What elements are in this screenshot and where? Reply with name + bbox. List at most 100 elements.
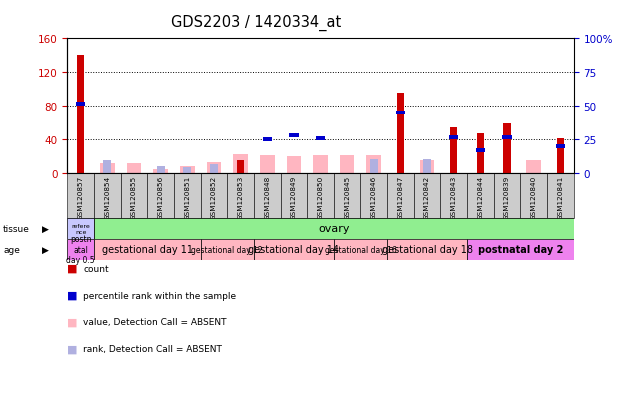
Bar xyxy=(254,173,281,218)
Bar xyxy=(334,239,387,260)
Bar xyxy=(423,159,431,173)
Bar xyxy=(503,135,512,139)
Text: ■: ■ xyxy=(67,344,78,354)
Bar xyxy=(67,173,94,218)
Text: GSM120840: GSM120840 xyxy=(531,175,537,219)
Bar xyxy=(370,159,378,173)
Bar xyxy=(206,163,221,173)
Bar xyxy=(360,173,387,218)
Text: GSM120856: GSM120856 xyxy=(158,175,163,219)
Bar xyxy=(77,56,85,173)
Text: percentile rank within the sample: percentile rank within the sample xyxy=(83,291,237,300)
Bar xyxy=(121,173,147,218)
Text: GSM120849: GSM120849 xyxy=(291,175,297,219)
Text: refere
nce: refere nce xyxy=(71,223,90,234)
Text: GSM120847: GSM120847 xyxy=(397,175,403,219)
Text: GSM120851: GSM120851 xyxy=(184,175,190,219)
Bar xyxy=(281,173,307,218)
Bar xyxy=(237,161,244,173)
Bar xyxy=(94,239,201,260)
Bar xyxy=(387,173,414,218)
Bar xyxy=(340,155,354,173)
Text: GSM120845: GSM120845 xyxy=(344,175,350,219)
Text: ovary: ovary xyxy=(318,224,349,234)
Bar xyxy=(156,167,165,173)
Bar xyxy=(547,173,574,218)
Text: GSM120857: GSM120857 xyxy=(78,175,83,219)
Bar xyxy=(520,173,547,218)
Bar xyxy=(450,128,458,173)
Text: GDS2203 / 1420334_at: GDS2203 / 1420334_at xyxy=(171,14,342,31)
Bar xyxy=(414,173,440,218)
Bar xyxy=(233,154,248,173)
Text: GSM120842: GSM120842 xyxy=(424,175,430,219)
Bar xyxy=(210,164,218,173)
Text: gestational day 12: gestational day 12 xyxy=(192,245,263,254)
Bar xyxy=(260,155,274,173)
Text: gestational day 11: gestational day 11 xyxy=(102,245,193,255)
Bar xyxy=(494,173,520,218)
Text: GSM120839: GSM120839 xyxy=(504,175,510,219)
Text: postnatal day 2: postnatal day 2 xyxy=(478,245,563,255)
Bar xyxy=(476,149,485,153)
Text: gestational day 18: gestational day 18 xyxy=(381,245,472,255)
Bar xyxy=(201,173,227,218)
Text: GSM120846: GSM120846 xyxy=(370,175,377,219)
Text: GSM120852: GSM120852 xyxy=(211,175,217,219)
Bar xyxy=(67,218,94,239)
Bar xyxy=(467,239,574,260)
Text: GSM120848: GSM120848 xyxy=(264,175,271,219)
Text: ■: ■ xyxy=(67,317,78,327)
Text: GSM120853: GSM120853 xyxy=(238,175,244,219)
Bar xyxy=(174,173,201,218)
Bar xyxy=(183,168,191,173)
Bar xyxy=(556,145,565,149)
Bar xyxy=(254,239,334,260)
Text: GSM120841: GSM120841 xyxy=(558,175,563,219)
Text: postn
atal
day 0.5: postn atal day 0.5 xyxy=(66,235,95,265)
Bar xyxy=(420,160,435,173)
Bar xyxy=(263,138,272,142)
Bar xyxy=(503,123,511,173)
Text: GSM120850: GSM120850 xyxy=(317,175,324,219)
Text: GSM120854: GSM120854 xyxy=(104,175,110,219)
Text: ▶: ▶ xyxy=(42,224,49,233)
Bar xyxy=(334,173,360,218)
Text: rank, Detection Call = ABSENT: rank, Detection Call = ABSENT xyxy=(83,344,222,354)
Text: ■: ■ xyxy=(67,263,78,273)
Bar xyxy=(289,134,299,138)
Bar xyxy=(387,239,467,260)
Bar xyxy=(201,239,254,260)
Bar xyxy=(526,160,541,173)
Bar xyxy=(440,173,467,218)
Bar xyxy=(103,161,112,173)
Bar xyxy=(100,164,115,173)
Bar xyxy=(397,94,404,173)
Bar xyxy=(307,173,334,218)
Text: GSM120844: GSM120844 xyxy=(478,175,483,219)
Bar xyxy=(367,155,381,173)
Text: gestational day 14: gestational day 14 xyxy=(248,245,339,255)
Bar xyxy=(147,173,174,218)
Bar xyxy=(76,103,85,107)
Bar xyxy=(287,157,301,173)
Text: ■: ■ xyxy=(67,290,78,300)
Bar xyxy=(127,164,141,173)
Bar xyxy=(180,167,195,173)
Bar xyxy=(395,111,405,115)
Text: GSM120843: GSM120843 xyxy=(451,175,457,219)
Text: value, Detection Call = ABSENT: value, Detection Call = ABSENT xyxy=(83,318,227,327)
Bar xyxy=(313,155,328,173)
Text: GSM120855: GSM120855 xyxy=(131,175,137,219)
Text: ▶: ▶ xyxy=(42,245,49,254)
Bar xyxy=(67,239,94,260)
Bar xyxy=(467,173,494,218)
Bar xyxy=(316,137,325,140)
Text: count: count xyxy=(83,264,109,273)
Text: tissue: tissue xyxy=(3,224,30,233)
Bar xyxy=(153,169,168,173)
Text: gestational day 16: gestational day 16 xyxy=(324,245,396,254)
Bar xyxy=(556,138,564,173)
Bar xyxy=(227,173,254,218)
Bar xyxy=(94,173,121,218)
